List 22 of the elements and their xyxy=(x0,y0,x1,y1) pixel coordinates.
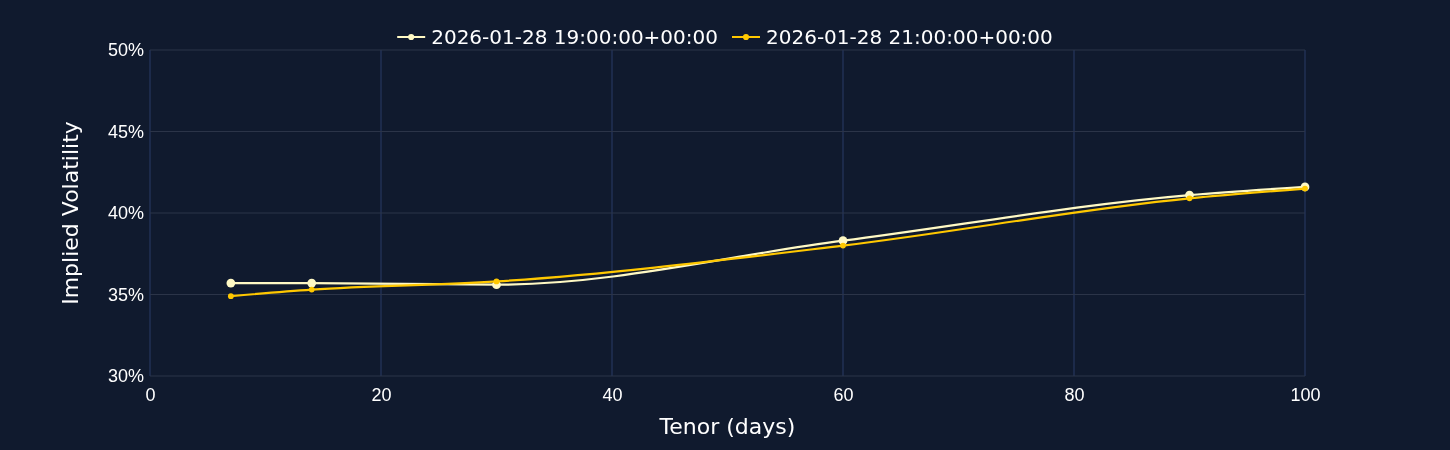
y-tick-label: 35% xyxy=(107,284,144,305)
y-tick-label: 40% xyxy=(107,203,144,224)
y-tick-label: 30% xyxy=(107,366,144,387)
point xyxy=(308,286,315,293)
x-tick-label: 20 xyxy=(371,384,392,405)
x-tick-label: 60 xyxy=(833,384,854,405)
legend-label: 2026-01-28 21:00:00+00:00 xyxy=(766,25,1053,49)
x-tick-label: 40 xyxy=(602,384,623,405)
point xyxy=(307,278,317,288)
x-axis-title: Tenor (days) xyxy=(658,414,796,439)
x-tick-label: 80 xyxy=(1064,384,1085,405)
y-tick-label: 45% xyxy=(107,121,144,142)
y-tick-label: 50% xyxy=(107,40,144,61)
point xyxy=(227,293,234,299)
legend-label: 2026-01-28 19:00:00+00:00 xyxy=(431,25,718,49)
point xyxy=(1186,195,1193,202)
point xyxy=(840,242,846,249)
point xyxy=(226,278,236,288)
point xyxy=(493,278,500,285)
x-tick-label: 100 xyxy=(1290,384,1321,405)
y-axis-title: Implied Volatility xyxy=(58,121,83,305)
x-tick-label: 0 xyxy=(145,384,156,405)
